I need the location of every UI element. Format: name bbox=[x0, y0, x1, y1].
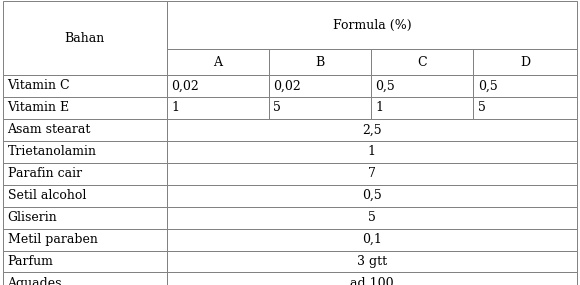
Bar bbox=[269, 49, 371, 75]
Text: 2,5: 2,5 bbox=[362, 123, 382, 136]
Bar bbox=[473, 75, 577, 97]
Text: D: D bbox=[520, 56, 530, 69]
Text: Asam stearat: Asam stearat bbox=[8, 123, 91, 136]
Text: Gliserin: Gliserin bbox=[8, 211, 57, 224]
Text: Metil paraben: Metil paraben bbox=[8, 233, 97, 246]
Bar bbox=[3, 119, 166, 141]
Text: 0,02: 0,02 bbox=[171, 80, 199, 92]
Bar bbox=[269, 97, 371, 119]
Text: C: C bbox=[417, 56, 427, 69]
Text: ad 100: ad 100 bbox=[350, 277, 394, 285]
Text: 1: 1 bbox=[376, 101, 383, 114]
Bar bbox=[371, 75, 473, 97]
Bar bbox=[371, 97, 473, 119]
Text: Setil alcohol: Setil alcohol bbox=[8, 189, 86, 202]
Text: B: B bbox=[316, 56, 324, 69]
Bar bbox=[3, 163, 166, 185]
Bar bbox=[3, 97, 166, 119]
Text: 0,1: 0,1 bbox=[362, 233, 382, 246]
Bar bbox=[3, 141, 166, 163]
Bar bbox=[3, 75, 166, 97]
Text: 5: 5 bbox=[478, 101, 485, 114]
Text: 0,5: 0,5 bbox=[478, 80, 498, 92]
Bar bbox=[166, 272, 577, 285]
Text: Parafin cair: Parafin cair bbox=[8, 167, 82, 180]
Text: Aquades: Aquades bbox=[8, 277, 62, 285]
Text: 0,5: 0,5 bbox=[376, 80, 396, 92]
Text: Formula (%): Formula (%) bbox=[332, 19, 411, 32]
Bar bbox=[3, 229, 166, 251]
Bar bbox=[166, 141, 577, 163]
Bar bbox=[166, 251, 577, 272]
Bar bbox=[166, 229, 577, 251]
Bar bbox=[166, 163, 577, 185]
Text: Vitamin C: Vitamin C bbox=[8, 80, 70, 92]
Text: 1: 1 bbox=[368, 145, 376, 158]
Text: 3 gtt: 3 gtt bbox=[357, 255, 387, 268]
Bar bbox=[269, 75, 371, 97]
Bar bbox=[166, 49, 269, 75]
Bar bbox=[473, 49, 577, 75]
Bar bbox=[166, 185, 577, 207]
Text: 7: 7 bbox=[368, 167, 376, 180]
Bar bbox=[3, 1, 166, 75]
Bar bbox=[3, 207, 166, 229]
Bar bbox=[166, 119, 577, 141]
Text: 0,02: 0,02 bbox=[273, 80, 301, 92]
Bar bbox=[166, 207, 577, 229]
Bar bbox=[3, 251, 166, 272]
Text: A: A bbox=[213, 56, 222, 69]
Text: 5: 5 bbox=[368, 211, 376, 224]
Bar bbox=[473, 97, 577, 119]
Text: 0,5: 0,5 bbox=[362, 189, 382, 202]
Bar bbox=[3, 272, 166, 285]
Bar bbox=[3, 185, 166, 207]
Text: Vitamin E: Vitamin E bbox=[8, 101, 70, 114]
Bar bbox=[371, 49, 473, 75]
Bar bbox=[166, 1, 577, 49]
Text: Trietanolamin: Trietanolamin bbox=[8, 145, 96, 158]
Bar bbox=[166, 75, 269, 97]
Text: 5: 5 bbox=[273, 101, 281, 114]
Text: Bahan: Bahan bbox=[64, 32, 105, 45]
Bar bbox=[166, 97, 269, 119]
Text: Parfum: Parfum bbox=[8, 255, 53, 268]
Text: 1: 1 bbox=[171, 101, 179, 114]
